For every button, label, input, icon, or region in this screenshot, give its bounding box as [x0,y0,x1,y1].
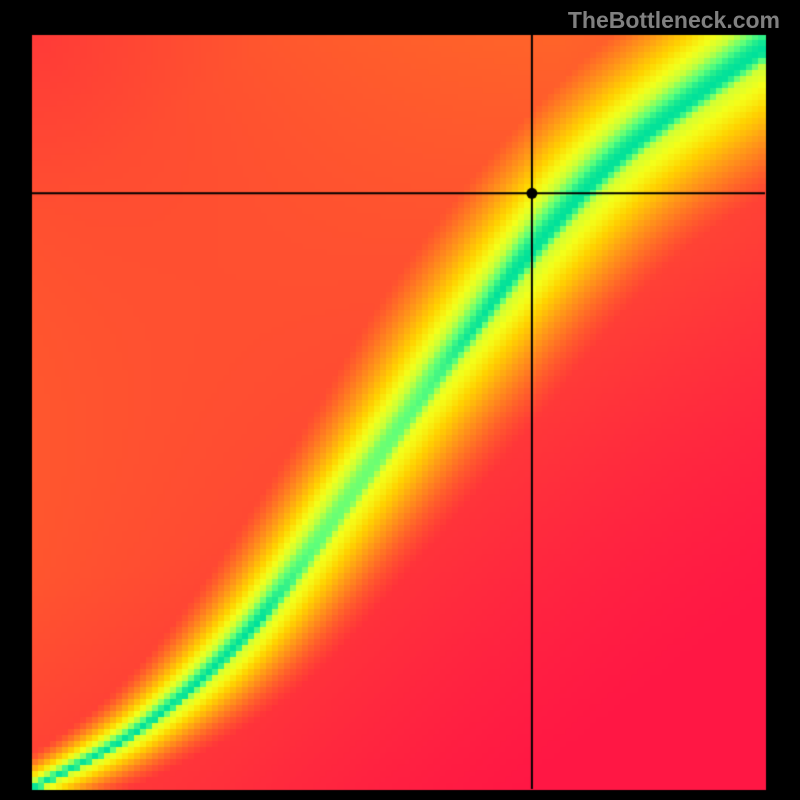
watermark-text: TheBottleneck.com [568,7,780,34]
bottleneck-heatmap [0,0,800,800]
